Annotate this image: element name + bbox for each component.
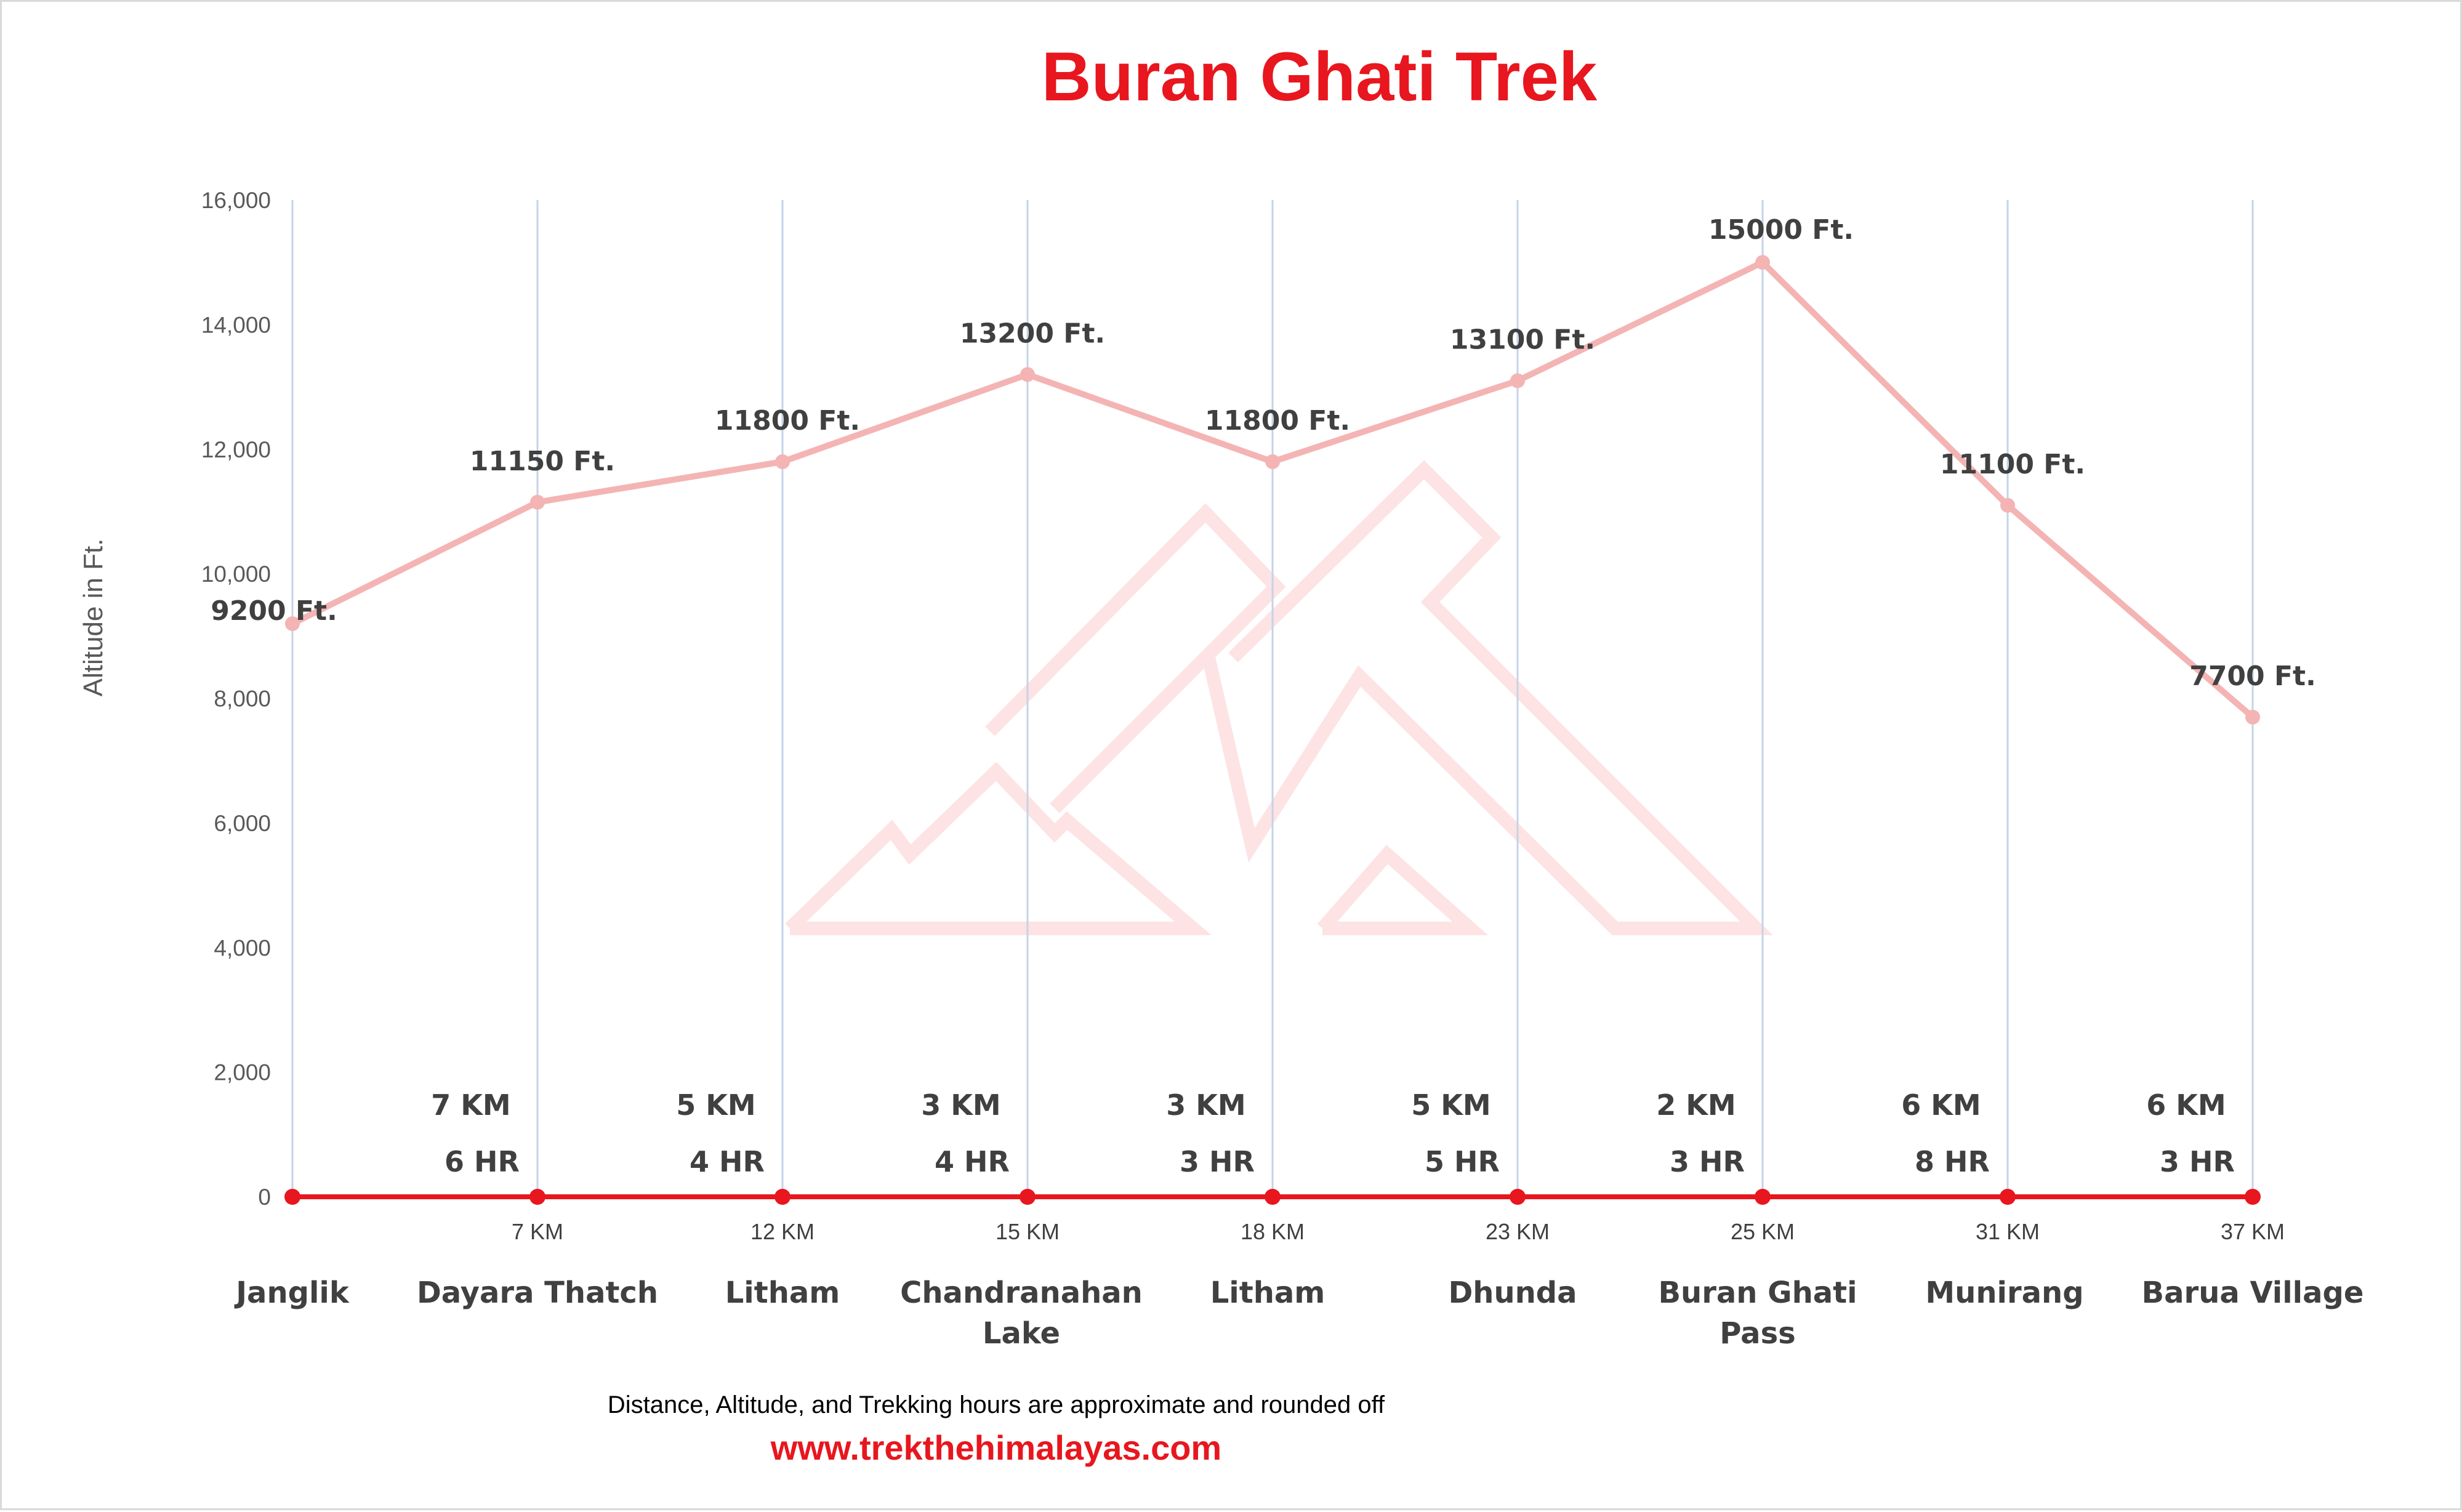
y-tick-label: 6,000	[214, 811, 271, 836]
altitude-point	[285, 616, 300, 632]
segment-distance-label: 7 KM	[431, 1088, 510, 1122]
segment-distance-label: 5 KM	[676, 1088, 755, 1122]
baseline-point	[1020, 1189, 1036, 1205]
altitude-labels: 9200 Ft. 11150 Ft. 11800 Ft. 13200 Ft. 11800…	[211, 214, 2316, 692]
segment-distance-label: 3 KM	[921, 1088, 1000, 1122]
footer-note: Distance, Altitude, and Trekking hours a…	[608, 1391, 1385, 1418]
cumulative-distance-label: 31 KM	[1976, 1219, 2040, 1244]
altitude-label: 15000 Ft.	[1708, 214, 1854, 246]
y-tick-label: 0	[258, 1184, 271, 1210]
baseline-point	[284, 1189, 300, 1205]
cumulative-distance-labels: 7 KM 12 KM 15 KM 18 KM 23 KM 25 KM 31 KM 37 KM	[512, 1219, 2285, 1244]
altitude-label: 7700 Ft.	[2189, 661, 2316, 692]
place-label-line: Dhunda	[1448, 1276, 1577, 1310]
y-tick-label: 10,000	[201, 561, 271, 587]
y-tick-label: 14,000	[201, 312, 271, 337]
place-label-line: Litham	[1210, 1276, 1326, 1310]
place-label-line: Dayara Thatch	[417, 1276, 658, 1310]
place-label: Buran Ghati Pass	[1658, 1276, 1857, 1351]
y-tick-label: 8,000	[214, 686, 271, 712]
altitude-point	[1755, 255, 1770, 270]
cumulative-distance-label: 25 KM	[1731, 1219, 1795, 1244]
segment-distance-label: 5 KM	[1411, 1088, 1490, 1122]
altitude-label: 13100 Ft.	[1450, 324, 1595, 355]
place-label: Litham	[1210, 1276, 1326, 1310]
watermark-logo	[785, 460, 1773, 935]
place-label: Janglik	[234, 1276, 350, 1310]
segment-time-label: 3 HR	[1180, 1145, 1255, 1178]
segment-labels: 7 KM 6 HR 5 KM 4 HR 3 KM 4 HR 3 KM 3 HR 5 KM 5 HR…	[431, 1088, 2235, 1178]
segment-distance-label: 6 KM	[1901, 1088, 1981, 1122]
altitude-label: 9200 Ft.	[211, 595, 337, 627]
altitude-point	[1265, 454, 1280, 469]
baseline-point	[529, 1189, 545, 1205]
y-axis: 0 2,000 4,000 6,000 8,000 10,000 12,000 14,000 1…	[201, 188, 271, 1210]
chart-title: Buran Ghati Trek	[1042, 38, 1598, 115]
y-tick-label: 2,000	[214, 1060, 271, 1085]
baseline-point	[1265, 1189, 1281, 1205]
altitude-point	[775, 454, 790, 469]
place-label-line: Pass	[1720, 1316, 1795, 1351]
altitude-point	[1020, 367, 1035, 382]
place-label: Barua Village	[2142, 1276, 2364, 1310]
place-label-line: Munirang	[1925, 1276, 2083, 1310]
cumulative-distance-label: 7 KM	[512, 1219, 563, 1244]
place-label-line: Buran Ghati	[1658, 1276, 1857, 1310]
segment-distance-label: 3 KM	[1166, 1088, 1245, 1122]
altitude-label: 11150 Ft.	[470, 446, 615, 477]
y-tick-label: 16,000	[201, 188, 271, 213]
segment-time-label: 5 HR	[1425, 1145, 1500, 1178]
altitude-point	[1510, 373, 1525, 388]
place-label-line: Janglik	[234, 1276, 350, 1310]
segment-time-label: 8 HR	[1915, 1145, 1990, 1178]
y-tick-label: 4,000	[214, 935, 271, 960]
baseline-point	[1755, 1189, 1771, 1205]
altitude-point	[2245, 709, 2260, 725]
data-points	[284, 255, 2261, 1205]
place-labels: Janglik Dayara Thatch Litham Chandranahan La…	[234, 1276, 2363, 1351]
place-label: Chandranahan Lake	[900, 1276, 1143, 1351]
baseline-point	[2000, 1189, 2016, 1205]
y-tick-label: 12,000	[201, 437, 271, 462]
y-axis-label: Altitude in Ft.	[78, 539, 108, 697]
altitude-label: 13200 Ft.	[960, 318, 1105, 349]
altitude-label: 11100 Ft.	[1940, 449, 2085, 480]
cumulative-distance-label: 15 KM	[996, 1219, 1060, 1244]
segment-time-label: 4 HR	[690, 1145, 765, 1178]
place-label-line: Lake	[983, 1316, 1060, 1351]
place-label: Munirang	[1925, 1276, 2083, 1310]
segment-distance-label: 6 KM	[2146, 1088, 2226, 1122]
altitude-point	[2000, 497, 2015, 513]
place-label: Dayara Thatch	[417, 1276, 658, 1310]
altitude-point	[530, 494, 545, 510]
vertical-gridlines	[291, 200, 2254, 1197]
cumulative-distance-label: 23 KM	[1486, 1219, 1550, 1244]
segment-time-label: 4 HR	[935, 1145, 1010, 1178]
place-label-line: Barua Village	[2142, 1276, 2364, 1310]
altitude-label: 11800 Ft.	[715, 405, 860, 436]
place-label-line: Chandranahan	[900, 1276, 1143, 1310]
cumulative-distance-label: 18 KM	[1241, 1219, 1305, 1244]
place-label-line: Litham	[725, 1276, 840, 1310]
baseline-point	[1510, 1189, 1526, 1205]
place-label: Litham	[725, 1276, 840, 1310]
baseline-point	[2245, 1189, 2261, 1205]
cumulative-distance-label: 37 KM	[2221, 1219, 2285, 1244]
website-link[interactable]: www.trekthehimalayas.com	[770, 1428, 1221, 1467]
segment-time-label: 3 HR	[1670, 1145, 1745, 1178]
cumulative-distance-label: 12 KM	[750, 1219, 815, 1244]
place-label: Dhunda	[1448, 1276, 1577, 1310]
segment-time-label: 6 HR	[445, 1145, 520, 1178]
altitude-label: 11800 Ft.	[1205, 405, 1350, 436]
baseline-point	[774, 1189, 790, 1205]
segment-distance-label: 2 KM	[1656, 1088, 1736, 1122]
segment-time-label: 3 HR	[2160, 1145, 2235, 1178]
